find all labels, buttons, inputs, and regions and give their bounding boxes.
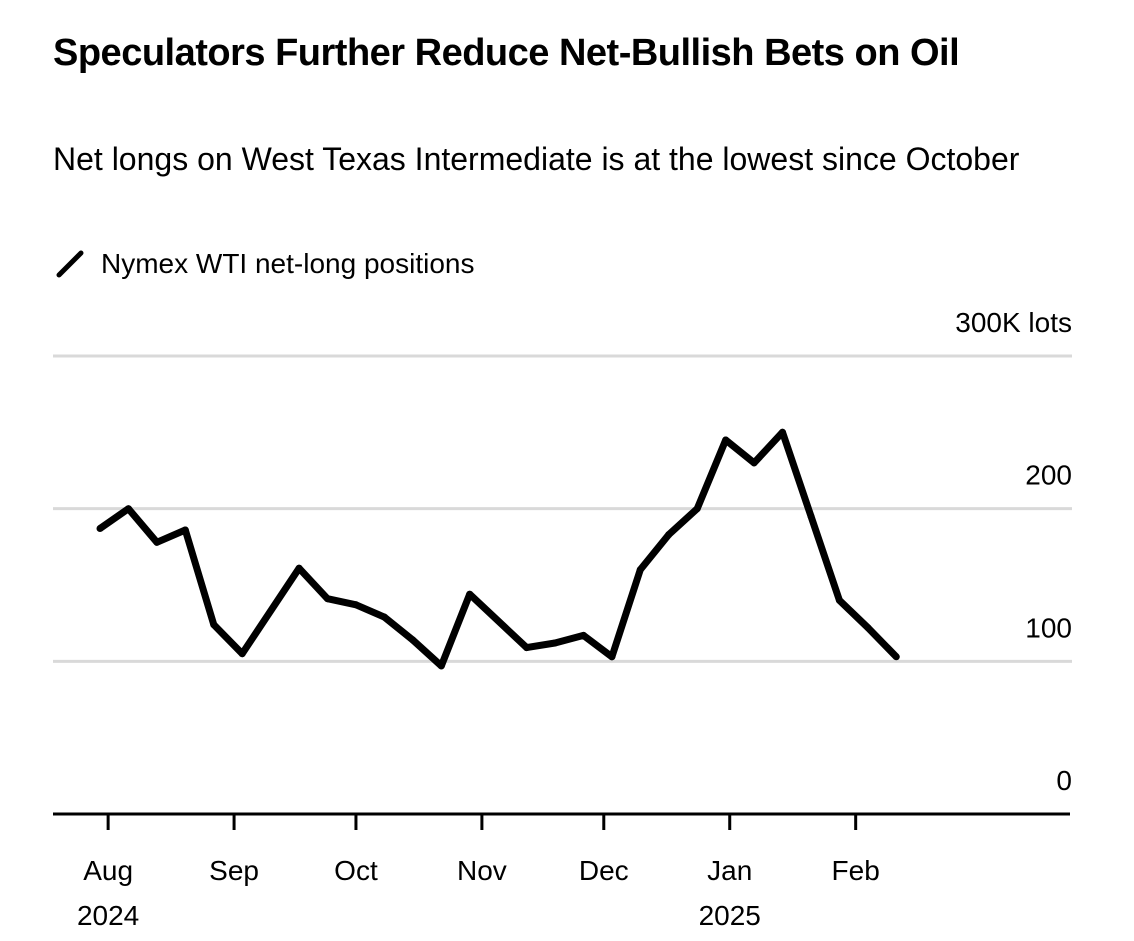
x-tick-label: Feb xyxy=(832,855,880,886)
data-point xyxy=(636,566,644,574)
data-point xyxy=(580,631,587,639)
data-point xyxy=(409,636,417,644)
data-point xyxy=(523,644,531,652)
x-tick-label: Sep xyxy=(209,855,259,886)
data-point xyxy=(807,512,815,520)
data-point xyxy=(437,662,445,670)
data-point xyxy=(722,436,730,444)
data-point xyxy=(779,428,786,436)
data-point xyxy=(352,601,360,609)
x-tick-label: Nov xyxy=(457,855,507,886)
x-tick-label: Oct xyxy=(334,855,378,886)
data-point xyxy=(210,621,218,629)
data-point xyxy=(153,538,161,546)
chart-subtitle: Net longs on West Texas Intermediate is … xyxy=(53,141,1020,177)
x-tick-label: Jan xyxy=(707,855,752,886)
data-point xyxy=(608,653,616,661)
legend-line-icon xyxy=(56,250,84,278)
data-point xyxy=(892,653,900,661)
x-tick-label: Aug xyxy=(83,855,133,886)
y-tick-label: 200 xyxy=(1025,460,1072,491)
data-point xyxy=(96,525,104,532)
data-point xyxy=(551,639,559,647)
data-point xyxy=(380,613,388,621)
x-tick-year-label: 2025 xyxy=(699,900,761,931)
chart-title: Speculators Further Reduce Net-Bullish B… xyxy=(53,32,960,74)
data-point xyxy=(835,596,843,604)
y-tick-label: 0 xyxy=(1056,765,1072,796)
data-point xyxy=(864,624,872,632)
data-point xyxy=(295,564,303,572)
legend: Nymex WTI net-long positions xyxy=(53,244,474,284)
x-tick-label: Dec xyxy=(579,855,629,886)
data-point xyxy=(181,526,189,534)
data-point xyxy=(124,505,132,513)
data-point xyxy=(466,590,474,598)
y-tick-label: 300K lots xyxy=(955,307,1072,338)
data-point xyxy=(324,595,331,603)
x-tick-year-label: 2024 xyxy=(77,900,139,931)
legend-label: Nymex WTI net-long positions xyxy=(101,248,475,279)
data-point xyxy=(693,505,701,513)
data-point xyxy=(750,459,758,467)
data-point xyxy=(665,531,673,539)
series-line xyxy=(97,428,899,670)
y-tick-label: 100 xyxy=(1025,612,1072,643)
data-point xyxy=(238,650,246,658)
